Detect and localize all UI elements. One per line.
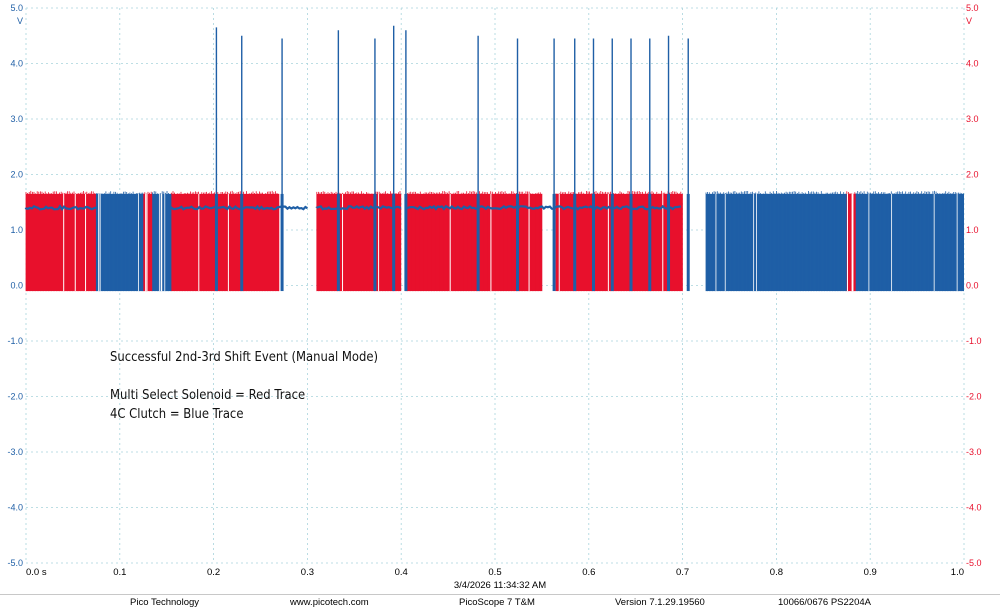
blue-hold-level <box>315 205 402 211</box>
footer-bar: Pico Technology www.picotech.com PicoSco… <box>0 594 1000 610</box>
x-tick-label: 0.3 <box>301 567 314 578</box>
red-trace <box>25 190 857 292</box>
x-tick-label: 0.6 <box>582 567 595 578</box>
y-right-unit: V <box>966 16 972 26</box>
blue-hold-level <box>587 204 682 211</box>
y-left-tick-label: -4.0 <box>7 503 23 513</box>
y-left-unit: V <box>17 16 23 26</box>
footer-device: 10066/0676 PS2204A <box>778 597 871 608</box>
x-tick-label: 0.4 <box>395 567 408 578</box>
y-left-tick-label: -2.0 <box>7 392 23 402</box>
capture-timestamp: 3/4/2026 11:34:32 AM <box>453 580 547 591</box>
footer-company: Pico Technology <box>130 597 200 608</box>
y-right-tick-label: 0.0 <box>966 281 979 291</box>
y-right-tick-label: 2.0 <box>966 170 979 180</box>
x-tick-label: 0.7 <box>676 567 689 578</box>
x-tick-label: 0.5 <box>488 567 501 578</box>
y-left-tick-label: 4.0 <box>10 59 23 69</box>
footer-product: PicoScope 7 T&M <box>459 597 535 608</box>
x-tick-label: 1.0 <box>951 567 964 578</box>
y-left-tick-label: -5.0 <box>7 558 23 568</box>
y-right-tick-label: -2.0 <box>966 392 982 402</box>
y-left-tick-label: -1.0 <box>7 336 23 346</box>
x-tick-label: 0.8 <box>770 567 783 578</box>
red-pwm-edges <box>171 190 279 292</box>
y-right-tick-label: -5.0 <box>966 558 982 568</box>
annotation-box: Successful 2nd-3rd Shift Event (Manual M… <box>110 348 378 424</box>
x-tick-label: 0.1 <box>113 567 126 578</box>
red-pwm-edges <box>25 190 96 292</box>
y-left-tick-label: 3.0 <box>10 114 23 124</box>
y-right-tick-label: 1.0 <box>966 225 979 235</box>
y-right-tick-label: 5.0 <box>966 3 979 13</box>
y-right-tick-label: 3.0 <box>966 114 979 124</box>
blue-hold-level <box>170 204 308 211</box>
y-left-tick-label: 0.0 <box>10 281 23 291</box>
footer-website[interactable]: www.picotech.com <box>290 597 369 608</box>
blue-hold-level <box>24 204 97 212</box>
annotation-line: Successful 2nd-3rd Shift Event (Manual M… <box>110 349 379 365</box>
red-pwm-edges <box>316 191 401 292</box>
y-right-tick-label: 4.0 <box>966 59 979 69</box>
x-tick-label: 0.9 <box>864 567 877 578</box>
y-right-tick-label: -1.0 <box>966 336 982 346</box>
blue-trace <box>24 25 964 292</box>
annotation-line: 4C Clutch = Blue Trace <box>110 406 244 422</box>
blue-pwm-edges <box>95 191 144 292</box>
annotation-line <box>110 367 378 386</box>
y-left-tick-label: 1.0 <box>10 225 23 235</box>
axis-labels: 5.0 5.0 4.0 4.0 3.0 3.0 2.0 2.0 1.0 1.0 0.0 0.0 -1.0… <box>7 3 981 578</box>
blue-hold-level <box>404 204 589 211</box>
annotation-line: Multi Select Solenoid = Red Trace <box>110 387 306 403</box>
y-left-tick-label: 5.0 <box>10 3 23 13</box>
blue-pwm-edges <box>705 191 846 292</box>
y-right-tick-label: -4.0 <box>966 503 982 513</box>
x-tick-label: 0.2 <box>207 567 220 578</box>
footer-version: Version 7.1.29.19560 <box>615 597 705 608</box>
y-left-tick-label: 2.0 <box>10 170 23 180</box>
x-tick-label: 0.0 s <box>26 567 47 578</box>
y-left-tick-label: -3.0 <box>7 447 23 457</box>
y-right-tick-label: -3.0 <box>966 447 982 457</box>
